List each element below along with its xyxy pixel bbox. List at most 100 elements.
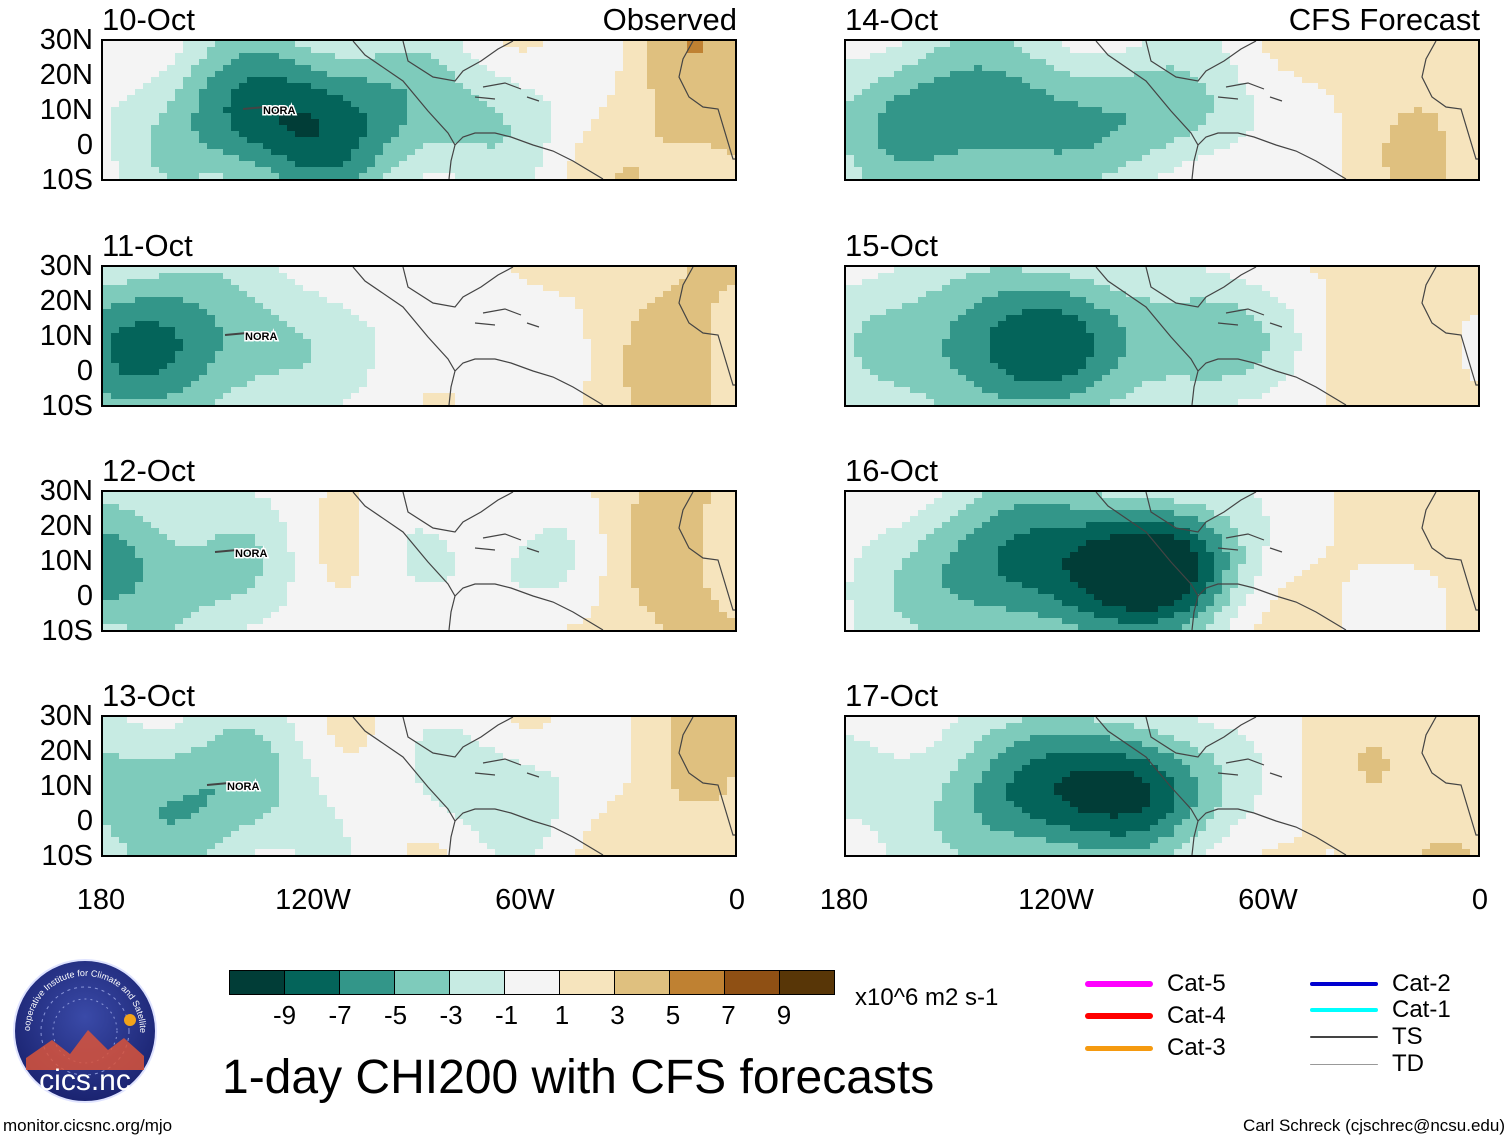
colorbar-units: x10^6 m2 s-1: [855, 984, 999, 1011]
colorbar-swatch: [285, 971, 340, 994]
legend-label: Cat-2: [1392, 970, 1451, 997]
map-panel-16-oct: [844, 490, 1480, 632]
storm-track: [242, 106, 266, 110]
panel-date: 11-Oct: [102, 228, 193, 263]
lat-tick-label: 0: [76, 129, 93, 161]
lon-tick-label: 180: [819, 884, 869, 916]
footer-url[interactable]: monitor.cicsnc.org/mjo: [3, 1116, 173, 1135]
legend-item-ts: TS: [1310, 1023, 1423, 1051]
map-panel-14-oct: [844, 39, 1480, 181]
lat-tick-label: 10S: [41, 390, 93, 422]
logo-name: cics.nc: [39, 1064, 131, 1097]
lon-tick-label: 0: [728, 884, 746, 916]
colorbar-swatch: [230, 971, 285, 994]
lon-tick-label: 60W: [495, 884, 555, 916]
colorbar-swatch: [505, 971, 560, 994]
lon-tick-label: 60W: [1238, 884, 1298, 916]
map-panel-15-oct: [844, 265, 1480, 407]
lat-tick-label: 20N: [39, 735, 93, 767]
legend-line-swatch: [1085, 1013, 1153, 1019]
legend-line-swatch: [1085, 1045, 1153, 1051]
panel-source-label: CFS Forecast: [1288, 2, 1480, 37]
lat-tick-label: 10N: [39, 545, 93, 577]
lat-tick-label: 30N: [39, 250, 93, 282]
map-panel-12-oct: NORA: [101, 490, 737, 632]
legend-label: TS: [1392, 1023, 1423, 1050]
storm-label: NORA: [227, 781, 259, 793]
lat-tick-label: 30N: [39, 700, 93, 732]
colorbar-swatch: [395, 971, 450, 994]
coastline: [352, 41, 735, 179]
colorbar-tick-label: 3: [610, 1000, 625, 1030]
lon-tick-label: 180: [76, 884, 126, 916]
lat-tick-label: 10N: [39, 94, 93, 126]
colorbar-tick-label: 5: [665, 1000, 681, 1030]
colorbar-swatch: [780, 971, 834, 994]
storm-track: [206, 782, 230, 786]
map-panel-10-oct: NORA: [101, 39, 737, 181]
panel-date: 12-Oct: [102, 453, 196, 488]
lat-tick-label: 10N: [39, 770, 93, 802]
coastline: [352, 492, 735, 630]
colorbar-tick-label: 1: [554, 1000, 570, 1030]
legend-label: TD: [1392, 1050, 1424, 1077]
lat-tick-label: 20N: [39, 285, 93, 317]
lat-tick-label: 0: [76, 355, 93, 387]
coastline: [1095, 41, 1478, 179]
lat-tick-label: 10S: [41, 615, 93, 647]
colorbar-tick-label: -1: [494, 1000, 519, 1030]
colorbar-swatch: [615, 971, 670, 994]
storm-track: [214, 549, 238, 553]
legend-line-swatch: [1310, 982, 1378, 986]
legend-item-cat-3: Cat-3: [1085, 1034, 1226, 1062]
legend-line-swatch: [1310, 1036, 1378, 1038]
map-panel-11-oct: NORA: [101, 265, 737, 407]
legend-item-cat-4: Cat-4: [1085, 1002, 1226, 1030]
cics-logo: Cooperative Institute for Climate and Sa…: [12, 958, 157, 1103]
legend-label: Cat-3: [1167, 1034, 1226, 1061]
panel-date: 15-Oct: [845, 228, 939, 263]
panel-source-label: Observed: [602, 2, 737, 37]
panel-date: 14-Oct: [845, 2, 939, 37]
colorbar-tick-label: 9: [776, 1000, 792, 1030]
map-panel-13-oct: NORA: [101, 715, 737, 857]
legend-item-td: TD: [1310, 1050, 1424, 1078]
figure-title: 1-day CHI200 with CFS forecasts: [222, 1051, 935, 1104]
legend-line-swatch: [1085, 981, 1153, 987]
coastline: [1095, 717, 1478, 855]
legend-item-cat-2: Cat-2: [1310, 970, 1451, 998]
storm-label: NORA: [235, 548, 267, 560]
footer-credit: Carl Schreck (cjschrec@ncsu.edu): [1243, 1116, 1505, 1135]
panel-date: 10-Oct: [102, 2, 196, 37]
panel-date: 13-Oct: [102, 678, 196, 713]
legend-item-cat-5: Cat-5: [1085, 970, 1226, 998]
storm-label: NORA: [263, 105, 295, 117]
colorbar-tick-label: -3: [439, 1000, 463, 1030]
lat-tick-label: 10S: [41, 164, 93, 196]
legend-item-cat-1: Cat-1: [1310, 996, 1451, 1024]
colorbar-swatch: [450, 971, 505, 994]
legend-label: Cat-5: [1167, 970, 1226, 997]
colorbar-tick-label: -9: [272, 1000, 297, 1030]
legend-label: Cat-4: [1167, 1002, 1226, 1029]
colorbar-swatch: [560, 971, 615, 994]
legend-label: Cat-1: [1392, 996, 1451, 1023]
panel-date: 17-Oct: [845, 678, 939, 713]
lon-tick-label: 0: [1471, 884, 1489, 916]
lat-tick-label: 0: [76, 805, 93, 837]
colorbar-tick-label: 7: [721, 1000, 736, 1030]
map-panel-17-oct: [844, 715, 1480, 857]
storm-track: [224, 332, 248, 336]
coastline: [352, 267, 735, 405]
colorbar-swatch: [670, 971, 725, 994]
lat-tick-label: 10N: [39, 320, 93, 352]
lat-tick-label: 20N: [39, 510, 93, 542]
colorbar-tick-label: -7: [328, 1000, 352, 1030]
lon-tick-label: 120W: [1018, 884, 1094, 916]
lat-tick-label: 30N: [39, 475, 93, 507]
colorbar-swatch: [340, 971, 395, 994]
panel-date: 16-Oct: [845, 453, 939, 488]
storm-label: NORA: [245, 331, 277, 343]
legend-line-swatch: [1310, 1008, 1378, 1012]
coastline: [1095, 267, 1478, 405]
